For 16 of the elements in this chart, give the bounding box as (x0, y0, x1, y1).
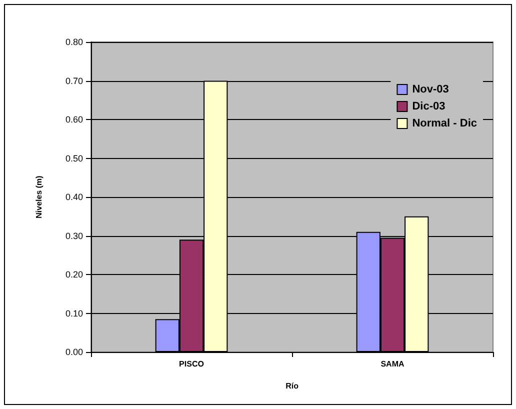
y-tick-label: 0.10 (65, 308, 83, 318)
y-axis-title: Niveles (m) (34, 175, 44, 218)
y-tick-label: 0.80 (65, 37, 83, 47)
legend-label: Dic-03 (412, 100, 446, 112)
legend-label: Normal - Dic (412, 118, 478, 130)
x-axis-title: Río (286, 382, 299, 390)
y-tick-label: 0.30 (65, 230, 83, 241)
y-tick-label: 0.40 (65, 192, 83, 202)
y-tick-label: 0.00 (65, 347, 83, 357)
x-tick-label: SAMA (380, 360, 404, 368)
y-tick-label: 0.70 (65, 76, 83, 86)
y-tick-label: 0.60 (65, 114, 83, 124)
y-tick-label: 0.20 (65, 270, 83, 280)
legend-label: Nov-03 (412, 84, 449, 96)
y-tick-label: 0.50 (65, 153, 83, 164)
x-tick-label: PISCO (179, 360, 204, 368)
